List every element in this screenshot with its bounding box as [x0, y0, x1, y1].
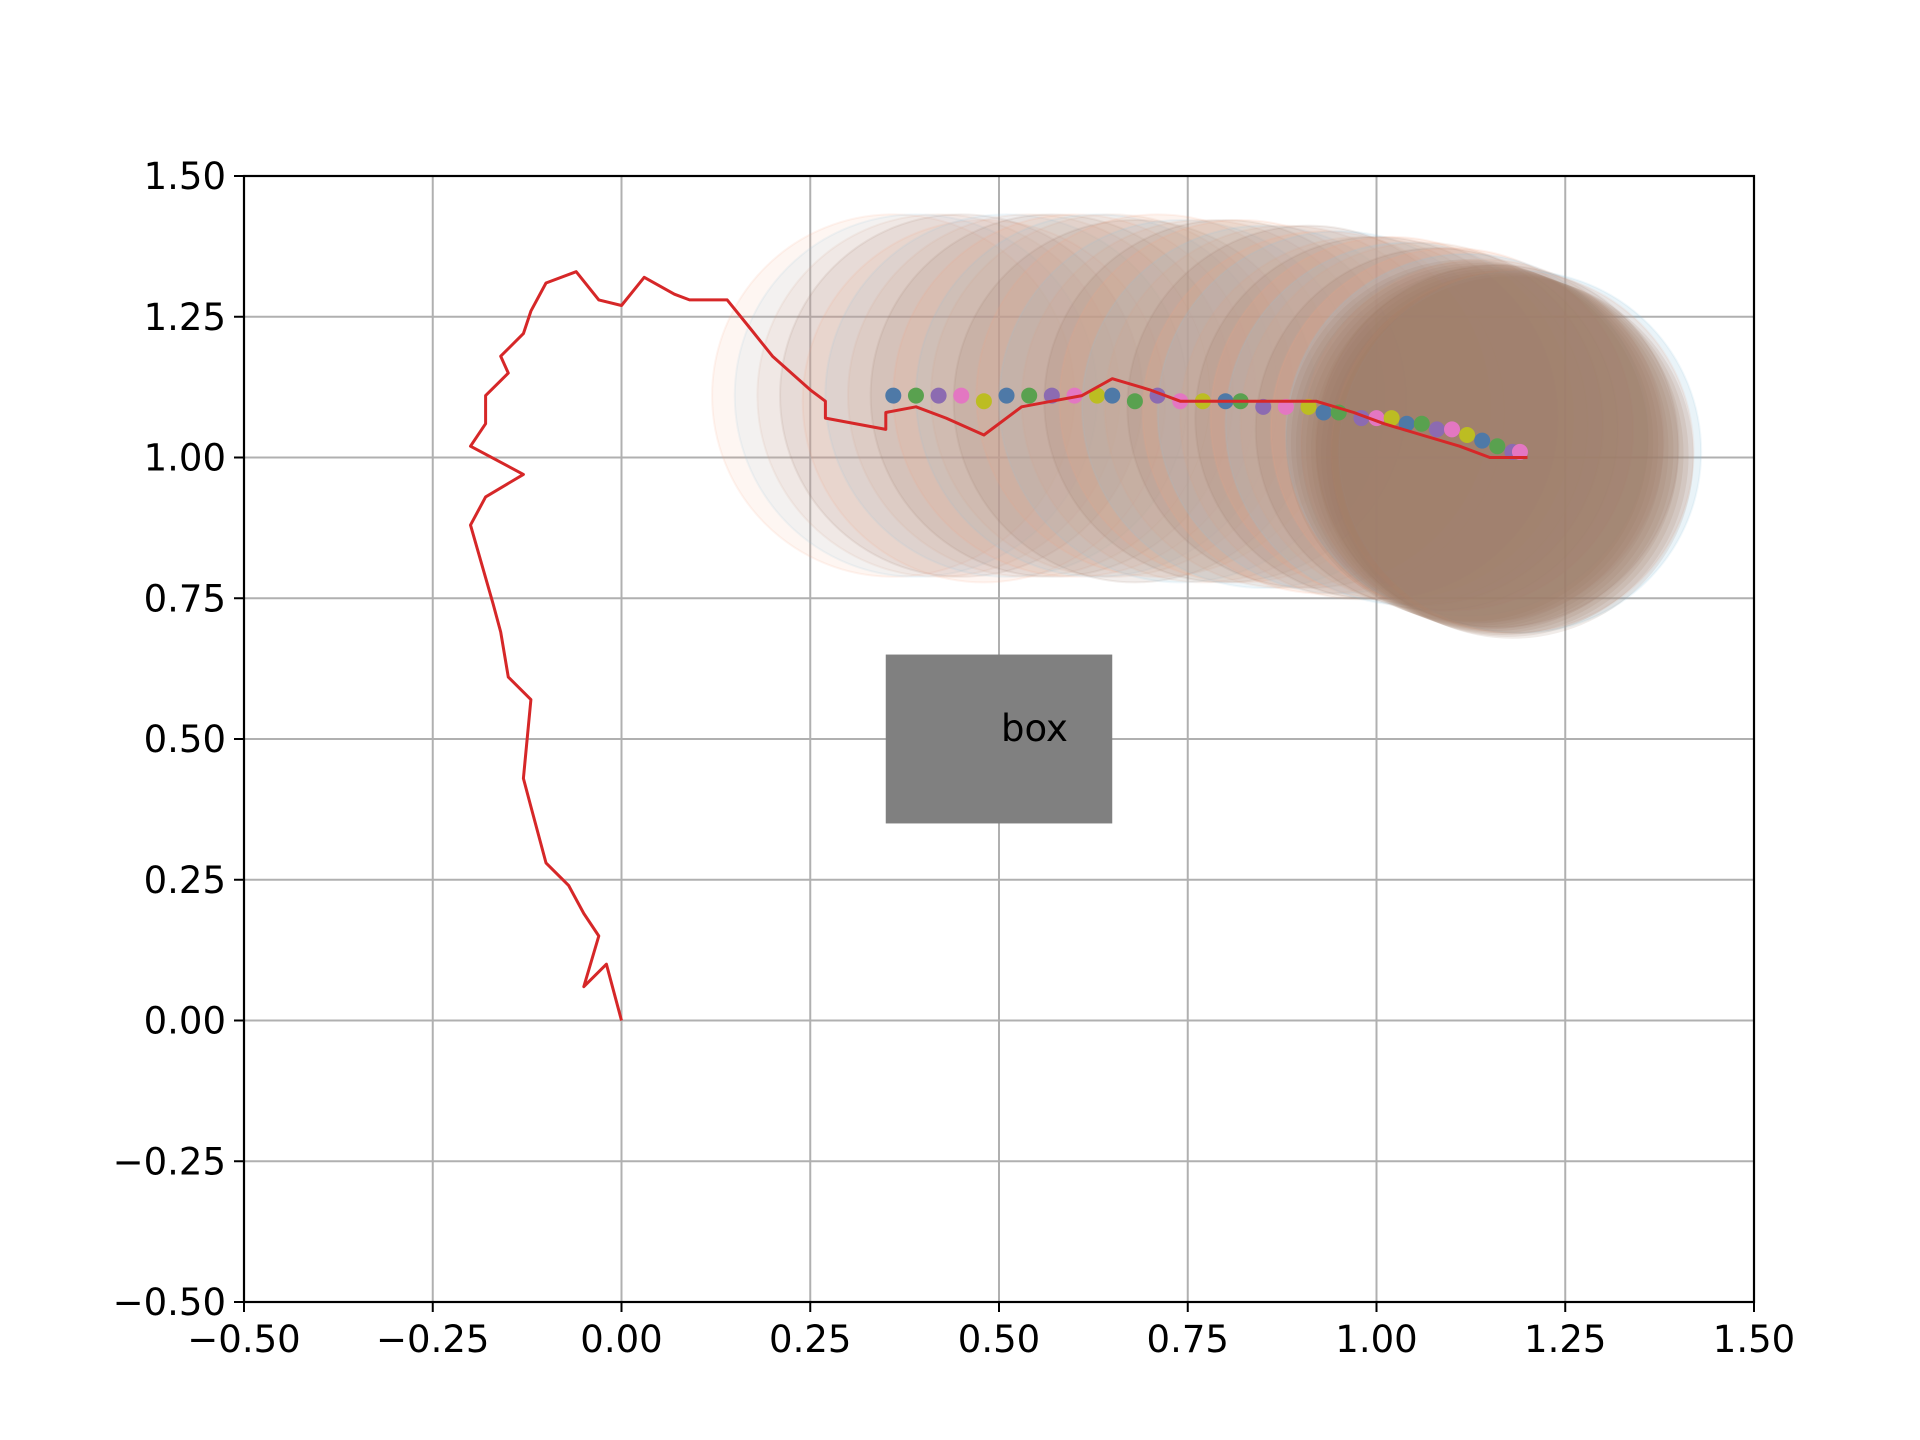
- dot-point: [907, 387, 924, 404]
- dot-point: [1511, 443, 1528, 460]
- x-tick-label: −0.25: [376, 1318, 489, 1361]
- x-tick-label: 0.50: [958, 1318, 1040, 1361]
- dot-point: [1459, 426, 1476, 443]
- dot-point: [930, 387, 947, 404]
- dot-point: [1277, 398, 1294, 415]
- dot-point: [1315, 404, 1332, 421]
- dot-point: [998, 387, 1015, 404]
- dot-point: [1300, 398, 1317, 415]
- dot-point: [1089, 387, 1106, 404]
- y-tick-label: −0.50: [113, 1281, 226, 1324]
- dot-point: [1255, 398, 1272, 415]
- box-label: box: [1001, 707, 1068, 750]
- dot-point: [1126, 393, 1143, 410]
- y-axis: −0.50 −0.25 0.00 0.25 0.50 0.75 1.00 1.25 1.50: [113, 155, 244, 1324]
- dot-point: [1413, 415, 1430, 432]
- dot-point: [1398, 415, 1415, 432]
- y-tick-label: 1.50: [144, 155, 226, 198]
- x-tick-label: 0.75: [1147, 1318, 1229, 1361]
- dot-point: [975, 393, 992, 410]
- dot-point: [1021, 387, 1038, 404]
- dots: [885, 387, 1528, 460]
- dot-point: [1104, 387, 1121, 404]
- y-tick-label: 0.50: [144, 718, 226, 761]
- x-tick-label: 1.00: [1335, 1318, 1417, 1361]
- x-tick-label: 1.50: [1713, 1318, 1795, 1361]
- y-tick-label: 1.25: [144, 296, 226, 339]
- x-tick-label: −0.50: [187, 1318, 300, 1361]
- halo-circle: [1290, 261, 1654, 624]
- x-tick-label: 0.25: [769, 1318, 851, 1361]
- halo-circle: [1321, 272, 1684, 635]
- path-layer: [469, 270, 1528, 1021]
- dot-point: [953, 387, 970, 404]
- y-tick-label: 1.00: [144, 437, 226, 480]
- dot-point: [885, 387, 902, 404]
- trajectory-line: [469, 270, 1528, 1021]
- y-tick-label: 0.00: [144, 1000, 226, 1043]
- x-tick-label: 1.25: [1524, 1318, 1606, 1361]
- dot-point: [1383, 410, 1400, 427]
- dot-point: [1444, 421, 1460, 438]
- x-tick-label: 0.00: [580, 1318, 662, 1361]
- y-tick-label: 0.75: [144, 577, 226, 620]
- x-axis: −0.50 −0.25 0.00 0.25 0.50 0.75 1.00 1.25 1.50: [187, 1302, 1795, 1361]
- y-tick-label: 0.25: [144, 859, 226, 902]
- dot-point: [1428, 421, 1445, 438]
- halo-circle: [1306, 266, 1669, 630]
- halo-circles: [711, 213, 1703, 639]
- dot-point: [1489, 438, 1506, 455]
- box-rect: [885, 654, 1113, 824]
- dot-point: [1474, 432, 1491, 449]
- y-tick-label: −0.25: [113, 1140, 226, 1183]
